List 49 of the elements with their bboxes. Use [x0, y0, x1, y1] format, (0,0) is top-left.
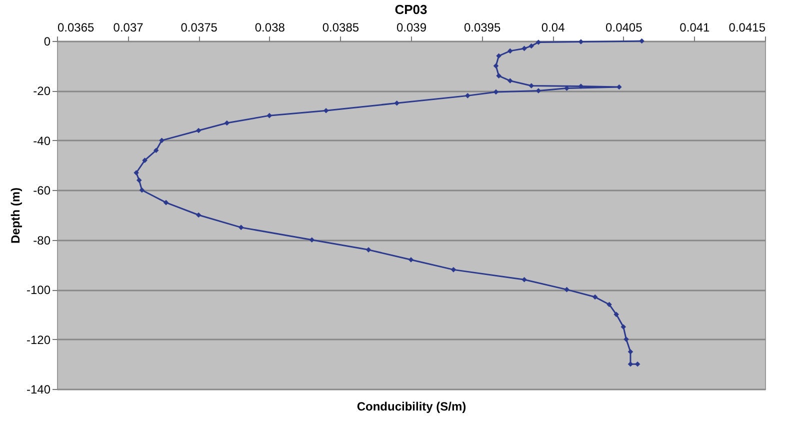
x-tick-label: 0.037 [113, 20, 144, 34]
point [136, 178, 142, 183]
point [196, 128, 202, 134]
point [394, 100, 400, 106]
x-tick-label: 0.0385 [322, 20, 360, 34]
x-tick-label: 0.038 [254, 20, 286, 34]
point [224, 120, 230, 126]
point [163, 200, 169, 206]
y-tick-label: -120 [26, 332, 51, 347]
point [139, 187, 145, 193]
y-tick-label: -40 [33, 134, 51, 148]
x-tick-label: 0.0405 [606, 20, 643, 34]
y-tick-label: -20 [33, 84, 51, 98]
point [238, 224, 244, 230]
y-axis-title: Depth (m) [8, 188, 22, 244]
x-tick-label: 0.041 [680, 20, 710, 34]
point [528, 43, 534, 49]
point [196, 212, 202, 218]
point [522, 276, 527, 282]
point [616, 84, 622, 90]
x-tick-label: 0.0415 [728, 20, 766, 34]
point [159, 138, 164, 144]
x-tick-label: 0.04 [541, 20, 566, 34]
point [153, 148, 159, 154]
point [493, 63, 499, 69]
point [496, 53, 502, 59]
point [620, 324, 626, 330]
y-tick-label: -100 [26, 283, 51, 298]
x-axis-title: Conducibility (S/m) [356, 400, 466, 414]
x-tick-label: 0.039 [396, 20, 427, 34]
point [496, 73, 502, 78]
point [309, 237, 315, 243]
x-tick-label: 0.0375 [180, 20, 218, 34]
y-tick-label: -80 [33, 233, 51, 248]
point [134, 170, 139, 176]
y-tick-label: -60 [33, 184, 51, 198]
point [507, 48, 513, 54]
y-tick-label: 0 [44, 34, 51, 48]
point [323, 108, 329, 114]
chart-title: CP03 [394, 2, 428, 17]
x-tick-label: 0.0395 [464, 20, 501, 34]
point [464, 93, 470, 98]
point [614, 312, 619, 318]
point [142, 158, 148, 163]
point [624, 336, 629, 342]
y-tick-label: -140 [26, 382, 51, 396]
point [507, 78, 513, 84]
point [592, 294, 598, 300]
x-tick-label: 0.0365 [58, 20, 95, 34]
